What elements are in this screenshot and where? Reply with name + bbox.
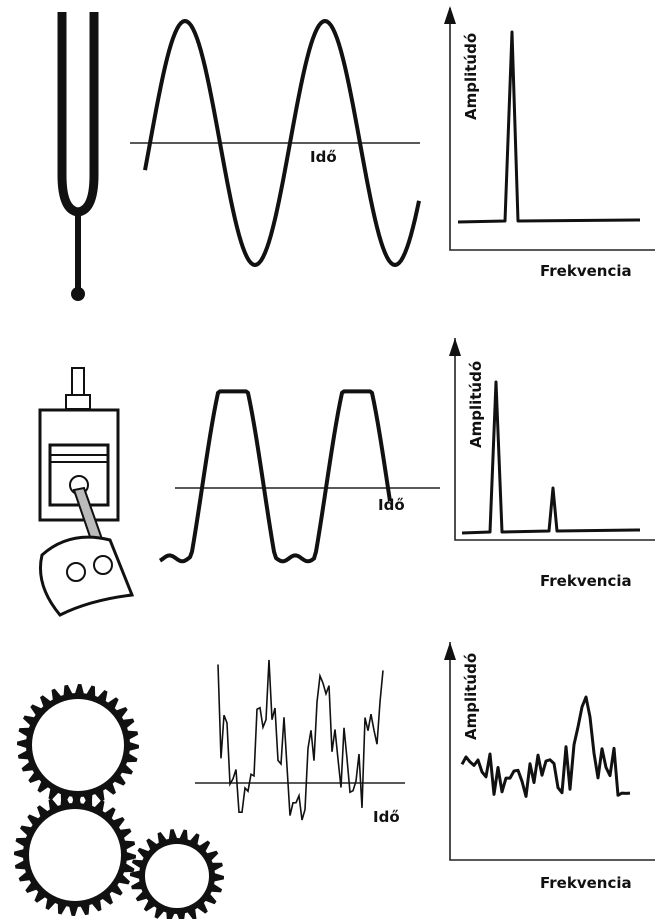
gear-hole — [29, 809, 121, 901]
spectrum-line — [457, 30, 641, 224]
gear-hole — [145, 844, 209, 908]
engine — [38, 367, 135, 617]
sine-wave — [143, 19, 421, 267]
frequency-label: Frekvencia — [540, 262, 632, 280]
noise-wave — [217, 659, 384, 821]
time-label: Idő — [373, 808, 400, 826]
tuning-fork — [57, 12, 99, 217]
spectrum-line — [461, 380, 641, 535]
frequency-label: Frekvencia — [540, 572, 632, 590]
spectrum-axes — [449, 642, 655, 861]
amplitude-label: Amplitúdó — [467, 361, 485, 448]
gears — [14, 684, 224, 919]
gear-hole — [32, 699, 124, 791]
time-label: Idő — [378, 496, 405, 514]
spectrum-axes — [449, 8, 655, 251]
amplitude-label: Amplitúdó — [462, 33, 480, 120]
tuning-fork-ball — [71, 287, 85, 301]
spectrum-line — [460, 695, 631, 798]
clipped-wave — [158, 389, 392, 564]
time-label: Idő — [310, 148, 337, 166]
axis-arrow — [444, 642, 456, 660]
amplitude-label: Amplitúdó — [462, 653, 480, 740]
frequency-label: Frekvencia — [540, 874, 632, 892]
spectrum-axes — [454, 338, 655, 541]
axis-arrow — [449, 338, 461, 356]
axis-arrow — [444, 6, 456, 24]
